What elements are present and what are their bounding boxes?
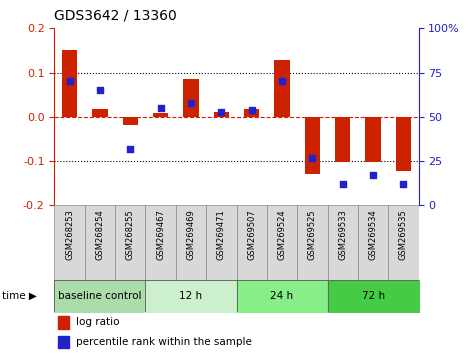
Text: GSM268254: GSM268254 — [96, 209, 105, 260]
Text: GSM268255: GSM268255 — [126, 209, 135, 260]
Point — [218, 109, 225, 114]
Point — [400, 181, 407, 187]
Bar — [123, 117, 138, 125]
Point — [96, 87, 104, 93]
Text: 24 h: 24 h — [271, 291, 294, 301]
Bar — [214, 113, 229, 117]
FancyBboxPatch shape — [267, 205, 297, 280]
Bar — [335, 117, 350, 162]
Bar — [274, 60, 289, 117]
Point — [126, 146, 134, 152]
Text: GSM269469: GSM269469 — [186, 209, 195, 260]
Bar — [58, 336, 69, 348]
Point — [308, 155, 316, 160]
Bar — [366, 117, 381, 162]
FancyBboxPatch shape — [176, 205, 206, 280]
FancyBboxPatch shape — [388, 205, 419, 280]
Bar — [305, 117, 320, 175]
Bar — [153, 113, 168, 117]
Text: baseline control: baseline control — [58, 291, 142, 301]
Point — [66, 79, 73, 84]
Text: GSM269467: GSM269467 — [156, 209, 165, 260]
Point — [157, 105, 165, 111]
FancyBboxPatch shape — [358, 205, 388, 280]
Text: GDS3642 / 13360: GDS3642 / 13360 — [54, 9, 177, 23]
FancyBboxPatch shape — [85, 205, 115, 280]
Text: percentile rank within the sample: percentile rank within the sample — [76, 337, 252, 347]
FancyBboxPatch shape — [236, 205, 267, 280]
Text: GSM269507: GSM269507 — [247, 209, 256, 260]
Text: 72 h: 72 h — [361, 291, 385, 301]
FancyBboxPatch shape — [115, 205, 145, 280]
Text: GSM269535: GSM269535 — [399, 209, 408, 260]
Text: GSM269534: GSM269534 — [368, 209, 377, 260]
Point — [369, 172, 377, 178]
Bar — [244, 109, 259, 117]
Text: time ▶: time ▶ — [2, 291, 37, 301]
Point — [278, 79, 286, 84]
FancyBboxPatch shape — [206, 205, 236, 280]
Text: log ratio: log ratio — [76, 317, 120, 327]
Text: GSM269471: GSM269471 — [217, 209, 226, 260]
Bar — [62, 51, 77, 117]
Point — [187, 100, 195, 105]
Text: 12 h: 12 h — [179, 291, 202, 301]
Point — [248, 107, 255, 113]
Text: GSM269525: GSM269525 — [308, 209, 317, 260]
Text: GSM268253: GSM268253 — [65, 209, 74, 260]
Bar — [396, 117, 411, 171]
Text: GSM269533: GSM269533 — [338, 209, 347, 260]
Bar — [58, 316, 69, 329]
FancyBboxPatch shape — [54, 205, 85, 280]
FancyBboxPatch shape — [297, 205, 327, 280]
Bar — [184, 79, 199, 117]
FancyBboxPatch shape — [145, 205, 176, 280]
FancyBboxPatch shape — [327, 205, 358, 280]
Bar — [92, 109, 107, 117]
Text: GSM269524: GSM269524 — [278, 209, 287, 260]
Point — [339, 181, 347, 187]
